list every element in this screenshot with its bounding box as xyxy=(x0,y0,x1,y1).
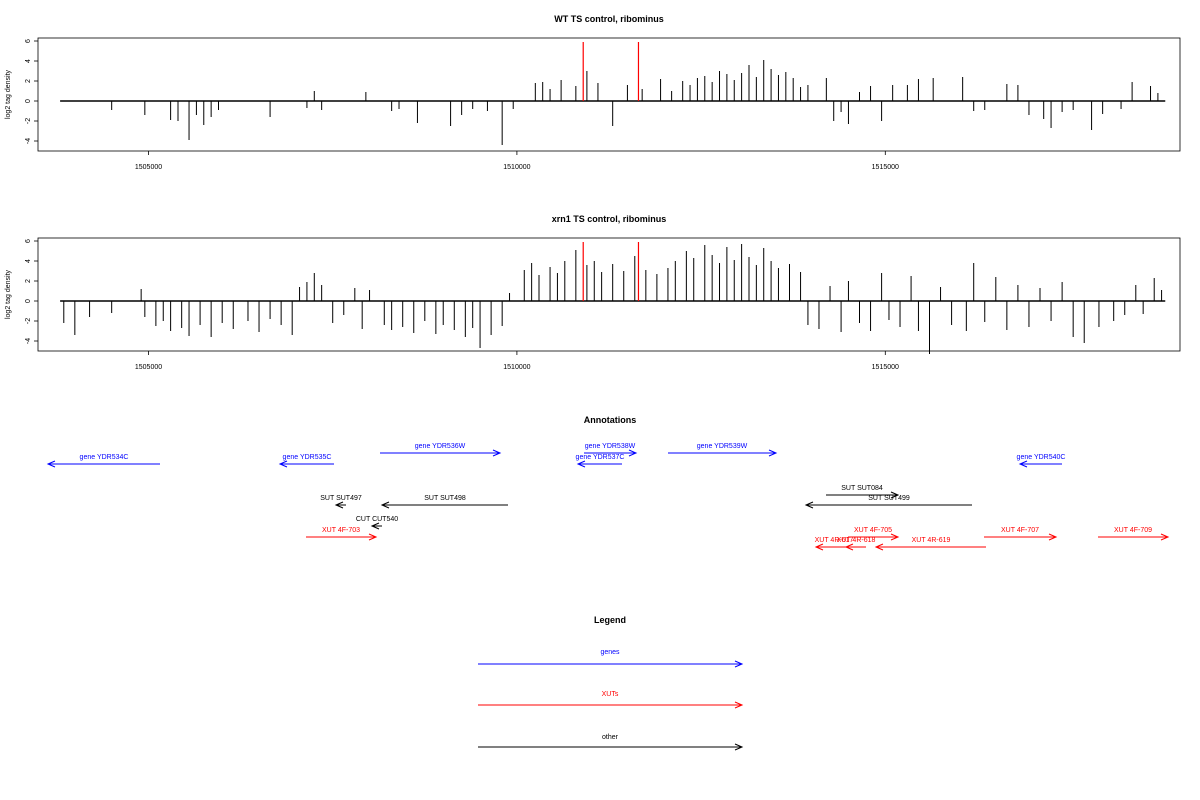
x-tick-label: 1510000 xyxy=(503,164,530,171)
annotation-arrow-head xyxy=(380,501,390,509)
annotation-arrow-head xyxy=(890,533,900,541)
annotation-label: SUT SUT497 xyxy=(320,495,362,502)
annotation-label: XUT 4R-617 xyxy=(815,537,854,544)
annotation-arrow-head xyxy=(1018,460,1028,468)
annotation-arrow-head xyxy=(890,491,900,499)
y-tick-label: 4 xyxy=(25,59,32,63)
annotation-label: gene YDR537C xyxy=(576,454,625,461)
annotation-label: gene YDR538W xyxy=(585,443,636,450)
x-tick-label: 1515000 xyxy=(872,364,899,371)
y-tick-label: -2 xyxy=(25,118,32,124)
x-tick-label: 1505000 xyxy=(135,364,162,371)
annotation-label: XUT 4R-619 xyxy=(912,537,951,544)
annotation-arrow-head xyxy=(1048,533,1058,541)
y-axis-label: log2 tag density xyxy=(5,69,12,119)
track-1: WT TS control, ribominus log2 tag density… xyxy=(5,14,1181,171)
annotation-label: gene YDR535C xyxy=(283,454,332,461)
track-title: xrn1 TS control, ribominus xyxy=(552,214,667,224)
y-tick-label: -4 xyxy=(25,138,32,144)
annotation-arrow-head xyxy=(278,460,288,468)
y-tick-label: -2 xyxy=(25,318,32,324)
track-title: WT TS control, ribominus xyxy=(554,14,664,24)
annotation-arrow-head xyxy=(492,449,502,457)
legend-label: genes xyxy=(600,649,620,656)
annotation-label: gene YDR539W xyxy=(697,443,748,450)
x-tick-label: 1510000 xyxy=(503,364,530,371)
x-tick-label: 1505000 xyxy=(135,164,162,171)
annotation-arrow-head xyxy=(1160,533,1170,541)
x-tick-label: 1515000 xyxy=(872,164,899,171)
annotations-title: Annotations xyxy=(584,415,637,425)
annotation-arrow-head xyxy=(874,543,884,551)
legend-panel: Legend genes XUTs other xyxy=(478,615,744,751)
annotations-panel: Annotations gene YDR534C gene YDR535C gene … xyxy=(46,415,1170,551)
annotation-arrow-head xyxy=(370,522,380,530)
annotation-arrow-head xyxy=(628,449,638,457)
legend-arrow-head xyxy=(734,660,744,668)
track-2: xrn1 TS control, ribominus log2 tag densi… xyxy=(5,214,1181,371)
annotation-label: XUT 4F-707 xyxy=(1001,527,1039,534)
annotation-label: XUT 4F-703 xyxy=(322,527,360,534)
legend-arrow-head xyxy=(734,743,744,751)
annotation-label: XUT 4R-618 xyxy=(837,537,876,544)
annotation-arrow-head xyxy=(768,449,778,457)
y-tick-label: -4 xyxy=(25,338,32,344)
annotation-arrow-head xyxy=(46,460,56,468)
legend-label: XUTs xyxy=(602,691,619,698)
legend-label: other xyxy=(602,734,619,741)
annotation-label: CUT CUT540 xyxy=(356,516,398,523)
legend-title: Legend xyxy=(594,615,626,625)
annotation-label: SUT SUT498 xyxy=(424,495,466,502)
annotation-label: XUT 4F-709 xyxy=(1114,527,1152,534)
annotation-arrow-head xyxy=(368,533,378,541)
annotation-arrow-head xyxy=(804,501,814,509)
annotation-label: gene YDR540C xyxy=(1017,454,1066,461)
annotation-label: gene YDR534C xyxy=(80,454,129,461)
annotation-label: SUT SUT084 xyxy=(841,485,883,492)
annotation-label: XUT 4F-705 xyxy=(854,527,892,534)
plot-frame xyxy=(37,37,1181,152)
annotation-arrow-head xyxy=(334,501,344,509)
y-tick-label: 2 xyxy=(25,279,32,283)
annotation-arrow-head xyxy=(814,543,824,551)
y-axis-label: log2 tag density xyxy=(5,269,12,319)
y-tick-label: 0 xyxy=(25,99,32,103)
y-tick-label: 6 xyxy=(25,239,32,243)
y-tick-label: 0 xyxy=(25,299,32,303)
annotation-arrow-head xyxy=(576,460,586,468)
y-tick-label: 4 xyxy=(25,259,32,263)
plot-frame xyxy=(37,237,1181,352)
y-tick-label: 6 xyxy=(25,39,32,43)
annotation-label: SUT SUT499 xyxy=(868,495,910,502)
annotation-label: gene YDR536W xyxy=(415,443,466,450)
y-tick-label: 2 xyxy=(25,79,32,83)
legend-arrow-head xyxy=(734,701,744,709)
